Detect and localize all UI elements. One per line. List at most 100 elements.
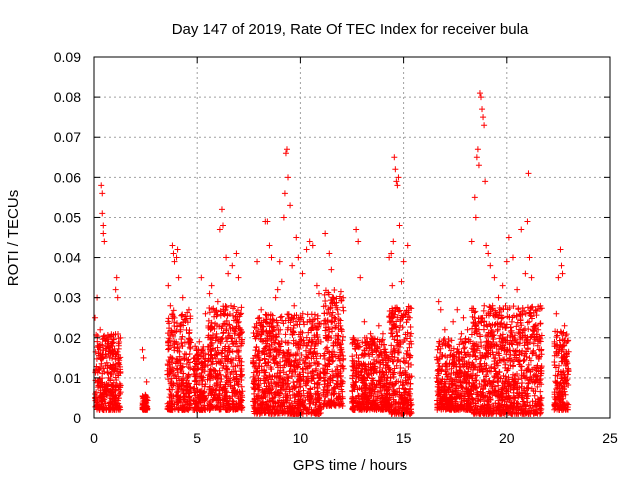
data-point (296, 356, 303, 363)
data-point (288, 372, 295, 379)
data-point (180, 355, 187, 362)
x-tick-label: 10 (293, 430, 309, 446)
data-point (285, 380, 292, 387)
data-point (311, 345, 318, 352)
data-point (115, 331, 122, 338)
data-point (234, 307, 241, 314)
data-point (234, 313, 241, 320)
data-point (116, 357, 123, 364)
data-point (218, 376, 225, 383)
data-point (224, 366, 231, 373)
data-point (92, 395, 99, 402)
x-tick-label: 15 (396, 430, 412, 446)
data-point (215, 394, 222, 401)
data-point (95, 352, 102, 359)
data-point (167, 390, 174, 397)
data-point (294, 350, 301, 357)
data-point (183, 351, 190, 358)
data-point (308, 325, 315, 332)
data-point (266, 390, 273, 397)
data-point (204, 376, 211, 383)
data-point (251, 395, 258, 402)
data-point (179, 333, 186, 340)
data-point (168, 378, 175, 385)
data-point (218, 360, 225, 367)
data-point (173, 365, 180, 372)
data-point (174, 366, 181, 373)
data-point (222, 321, 229, 328)
data-point (205, 332, 212, 339)
data-point (174, 393, 181, 400)
data-point (233, 317, 240, 324)
data-point (260, 338, 267, 345)
data-point (291, 312, 298, 319)
data-point (214, 344, 221, 351)
data-point (265, 385, 272, 392)
data-point (277, 314, 284, 321)
data-point (280, 382, 287, 389)
data-point (261, 367, 268, 374)
data-point (308, 409, 315, 416)
data-point (227, 383, 234, 390)
data-point (100, 333, 107, 340)
data-point (265, 402, 272, 409)
data-point (183, 360, 190, 367)
data-point (108, 371, 115, 378)
data-point (302, 359, 309, 366)
data-point (284, 349, 291, 356)
y-tick-label: 0.02 (54, 330, 81, 346)
data-point (238, 340, 245, 347)
data-point (253, 333, 260, 340)
data-point (191, 406, 198, 413)
data-point (263, 327, 270, 334)
data-point (262, 311, 269, 318)
data-point (232, 328, 239, 335)
data-point (103, 359, 110, 366)
data-point (233, 378, 240, 385)
y-tick-label: 0.07 (54, 129, 81, 145)
data-point (310, 372, 317, 379)
data-point (298, 352, 305, 359)
data-point (115, 406, 122, 413)
data-point (271, 339, 278, 346)
data-point (273, 383, 280, 390)
data-point (206, 346, 213, 353)
data-point (220, 306, 227, 313)
data-point (230, 368, 237, 375)
data-point (267, 364, 274, 371)
data-point (275, 410, 282, 417)
data-point (314, 410, 321, 417)
data-point (99, 375, 106, 382)
data-point (250, 373, 257, 380)
data-point (284, 326, 291, 333)
data-point (225, 375, 232, 382)
data-point (168, 375, 175, 382)
data-point (298, 314, 305, 321)
data-point (213, 387, 220, 394)
data-point (191, 392, 198, 399)
data-point (174, 380, 181, 387)
data-point (100, 404, 107, 411)
data-point (172, 360, 179, 367)
data-point (183, 405, 190, 412)
data-point (273, 379, 280, 386)
x-tick-label: 0 (90, 430, 98, 446)
data-point (208, 325, 215, 332)
data-point (300, 392, 307, 399)
data-point (210, 386, 217, 393)
data-point (257, 377, 264, 384)
data-point (310, 375, 317, 382)
data-point (265, 312, 272, 319)
data-point (227, 370, 234, 377)
data-point (296, 361, 303, 368)
data-point (199, 359, 206, 366)
y-tick-label: 0.09 (54, 49, 81, 65)
data-point (171, 347, 178, 354)
data-point (253, 368, 260, 375)
data-point (313, 365, 320, 372)
data-point (232, 355, 239, 362)
data-point (279, 354, 286, 361)
data-point (93, 394, 100, 401)
data-point (174, 393, 181, 400)
data-point (174, 323, 181, 330)
